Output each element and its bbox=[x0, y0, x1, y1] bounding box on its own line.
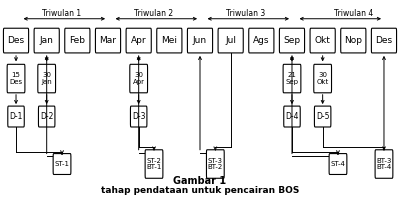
Text: 21
Sep: 21 Sep bbox=[286, 72, 298, 85]
Text: Triwulan 1: Triwulan 1 bbox=[42, 9, 82, 18]
Text: ST-4: ST-4 bbox=[330, 161, 346, 167]
FancyBboxPatch shape bbox=[130, 64, 148, 93]
FancyBboxPatch shape bbox=[279, 28, 304, 53]
FancyBboxPatch shape bbox=[375, 150, 393, 178]
Text: Sep: Sep bbox=[284, 36, 300, 45]
FancyBboxPatch shape bbox=[65, 28, 90, 53]
FancyBboxPatch shape bbox=[206, 150, 224, 178]
FancyBboxPatch shape bbox=[8, 106, 24, 127]
Text: D-2: D-2 bbox=[40, 112, 53, 121]
Text: D-1: D-1 bbox=[9, 112, 23, 121]
FancyBboxPatch shape bbox=[314, 106, 331, 127]
FancyBboxPatch shape bbox=[38, 106, 55, 127]
Text: Jan: Jan bbox=[40, 36, 54, 45]
Text: ST-1: ST-1 bbox=[54, 161, 70, 167]
FancyBboxPatch shape bbox=[7, 64, 25, 93]
Text: Mar: Mar bbox=[100, 36, 116, 45]
FancyBboxPatch shape bbox=[283, 64, 301, 93]
FancyBboxPatch shape bbox=[218, 28, 243, 53]
FancyBboxPatch shape bbox=[371, 28, 396, 53]
FancyBboxPatch shape bbox=[157, 28, 182, 53]
FancyBboxPatch shape bbox=[130, 106, 147, 127]
FancyBboxPatch shape bbox=[188, 28, 212, 53]
Text: 30
Okt: 30 Okt bbox=[316, 72, 329, 85]
Text: Mei: Mei bbox=[161, 36, 177, 45]
FancyBboxPatch shape bbox=[314, 64, 332, 93]
Text: Triwulan 2: Triwulan 2 bbox=[134, 9, 174, 18]
Text: 30
Jan: 30 Jan bbox=[41, 72, 52, 85]
FancyBboxPatch shape bbox=[310, 28, 335, 53]
Text: Feb: Feb bbox=[69, 36, 85, 45]
Text: Gambar 1: Gambar 1 bbox=[174, 176, 226, 186]
Text: ST-2
BT-1: ST-2 BT-1 bbox=[146, 158, 162, 170]
FancyBboxPatch shape bbox=[284, 106, 300, 127]
Text: Nop: Nop bbox=[344, 36, 362, 45]
Text: Des: Des bbox=[376, 36, 392, 45]
FancyBboxPatch shape bbox=[53, 154, 71, 175]
Text: Jun: Jun bbox=[193, 36, 207, 45]
Text: Des: Des bbox=[8, 36, 24, 45]
FancyBboxPatch shape bbox=[38, 64, 56, 93]
Text: D-3: D-3 bbox=[132, 112, 146, 121]
Text: Triwulan 3: Triwulan 3 bbox=[226, 9, 266, 18]
FancyBboxPatch shape bbox=[34, 28, 59, 53]
Text: BT-3
BT-4: BT-3 BT-4 bbox=[376, 158, 392, 170]
Text: 15
Des: 15 Des bbox=[10, 72, 22, 85]
Text: Jul: Jul bbox=[225, 36, 236, 45]
Text: Apr: Apr bbox=[131, 36, 146, 45]
FancyBboxPatch shape bbox=[145, 150, 163, 178]
Text: D-4: D-4 bbox=[285, 112, 299, 121]
Text: Ags: Ags bbox=[253, 36, 270, 45]
FancyBboxPatch shape bbox=[341, 28, 366, 53]
Text: Okt: Okt bbox=[315, 36, 330, 45]
FancyBboxPatch shape bbox=[329, 154, 347, 175]
Text: tahap pendataan untuk pencairan BOS: tahap pendataan untuk pencairan BOS bbox=[101, 186, 299, 195]
FancyBboxPatch shape bbox=[249, 28, 274, 53]
FancyBboxPatch shape bbox=[96, 28, 121, 53]
Text: Triwulan 4: Triwulan 4 bbox=[334, 9, 373, 18]
Text: ST-3
BT-2: ST-3 BT-2 bbox=[208, 158, 223, 170]
Text: D-5: D-5 bbox=[316, 112, 329, 121]
FancyBboxPatch shape bbox=[4, 28, 29, 53]
Text: 30
Apr: 30 Apr bbox=[133, 72, 145, 85]
FancyBboxPatch shape bbox=[126, 28, 151, 53]
